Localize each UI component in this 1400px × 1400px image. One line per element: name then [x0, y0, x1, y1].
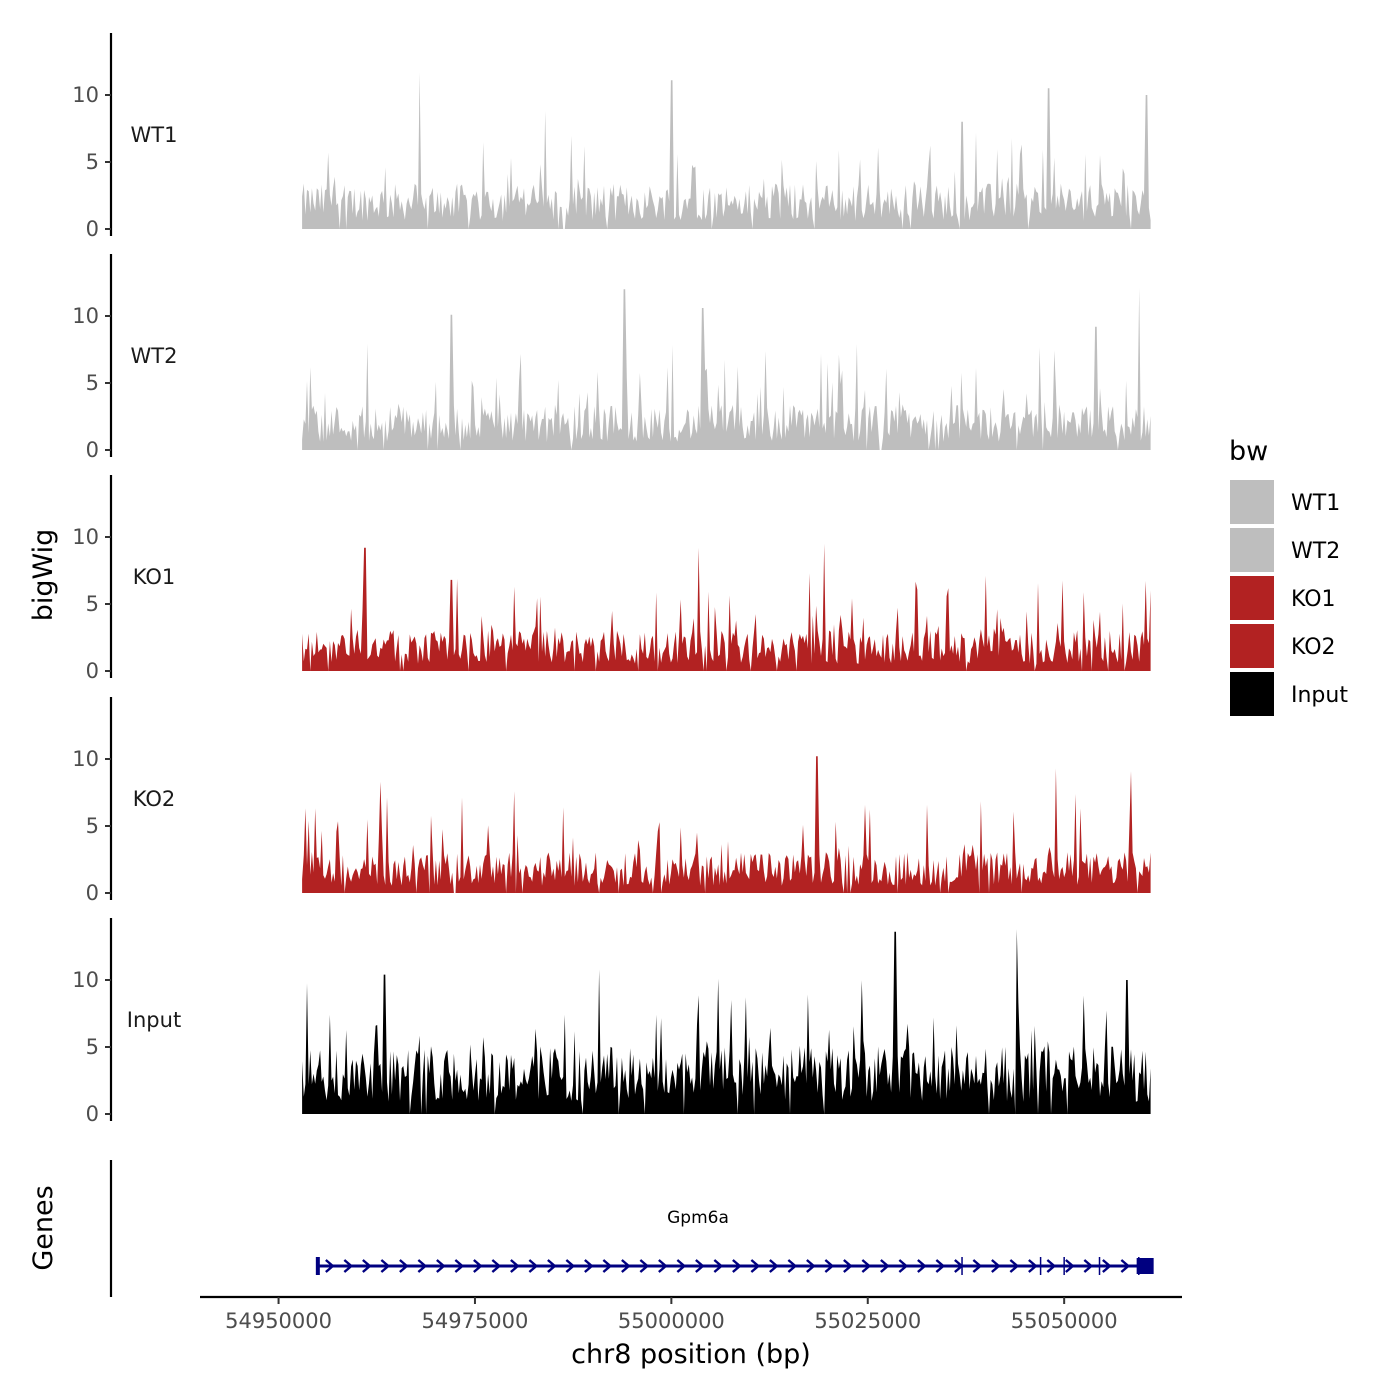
signal-area-wt1: [302, 72, 1151, 229]
strand-arrow: [695, 1259, 705, 1273]
legend-label-wt1: WT1: [1291, 491, 1340, 516]
strand-arrow: [399, 1259, 409, 1273]
strand-arrow: [639, 1259, 650, 1273]
exon-block: [1136, 1258, 1154, 1274]
strand-arrow: [528, 1259, 539, 1273]
x-tick-label: 54975000: [422, 1309, 529, 1333]
y-tick-label: 5: [86, 592, 99, 616]
legend-swatch-input: [1230, 672, 1274, 716]
track-label-ko1: KO1: [133, 565, 176, 589]
y-tick-label: 0: [86, 659, 99, 683]
strand-arrow: [843, 1259, 853, 1273]
x-tick-label: 55050000: [1011, 1309, 1118, 1333]
y-tick-label: 0: [86, 217, 99, 241]
track-ko1: 0 5 10 KO1: [72, 475, 1151, 683]
strand-arrow: [547, 1259, 557, 1273]
strand-arrow: [991, 1259, 1001, 1273]
strand-arrow: [880, 1259, 890, 1273]
strand-arrow: [325, 1259, 335, 1273]
strand-arrow: [658, 1259, 668, 1273]
strand-arrow: [362, 1259, 372, 1273]
strand-arrow: [417, 1259, 428, 1273]
strand-arrow: [824, 1259, 835, 1273]
track-label-input: Input: [127, 1008, 181, 1032]
legend-label-wt2: WT2: [1291, 539, 1340, 564]
strand-arrow: [343, 1259, 354, 1273]
strand-arrow: [454, 1259, 465, 1273]
legend-title: bw: [1229, 436, 1268, 467]
legend-label-ko2: KO2: [1291, 635, 1336, 660]
y-tick-label: 5: [86, 1035, 99, 1059]
legend: bw WT1 WT2 KO1 KO2 Input: [1229, 436, 1348, 716]
strand-arrow: [1065, 1259, 1075, 1273]
legend-swatch-wt1: [1230, 480, 1274, 524]
strand-arrow: [1009, 1259, 1020, 1273]
track-label-wt1: WT1: [131, 123, 178, 147]
strand-arrow: [972, 1259, 983, 1273]
strand-arrow: [787, 1259, 798, 1273]
strand-arrow: [436, 1259, 446, 1273]
legend-swatch-ko1: [1230, 576, 1274, 620]
y-axis-title: bigWig: [28, 529, 59, 622]
y-tick-label: 0: [86, 881, 99, 905]
track-label-wt2: WT2: [131, 344, 178, 368]
strand-arrow: [935, 1259, 946, 1273]
strand-arrow: [565, 1259, 576, 1273]
x-axis-title: chr8 position (bp): [571, 1339, 811, 1370]
gene-track: Genes Gpm6a: [28, 1160, 1154, 1297]
track-wt2: 0 5 10 WT2: [72, 254, 1151, 462]
signal-area-input: [302, 929, 1151, 1114]
strand-arrow: [473, 1259, 483, 1273]
strand-arrow: [750, 1259, 761, 1273]
genes-axis-title: Genes: [28, 1185, 59, 1270]
strand-arrow: [510, 1259, 520, 1273]
track-input: 0 5 10 Input: [72, 918, 1151, 1126]
track-wt1: 0 5 10 WT1: [72, 33, 1151, 241]
strand-arrow: [917, 1259, 927, 1273]
legend-label-ko1: KO1: [1291, 587, 1336, 612]
signal-area-ko1: [302, 543, 1151, 671]
strand-arrow: [1028, 1259, 1038, 1273]
gene-name-label: Gpm6a: [667, 1208, 729, 1228]
x-axis: 54950000 54975000 55000000 55025000 55050000…: [200, 1295, 1182, 1370]
y-tick-label: 10: [72, 747, 99, 771]
strand-arrow: [602, 1259, 613, 1273]
strand-arrow: [584, 1259, 594, 1273]
strand-arrow: [491, 1259, 502, 1273]
x-tick-label: 54950000: [225, 1309, 332, 1333]
y-tick-label: 10: [72, 968, 99, 992]
signal-area-ko2: [302, 756, 1151, 893]
y-tick-label: 0: [86, 438, 99, 462]
strand-arrow: [380, 1259, 391, 1273]
y-tick-label: 5: [86, 371, 99, 395]
y-tick-label: 5: [86, 150, 99, 174]
legend-swatch-wt2: [1230, 528, 1274, 572]
strand-arrow: [806, 1259, 816, 1273]
y-tick-label: 10: [72, 304, 99, 328]
strand-arrow: [1120, 1259, 1131, 1273]
strand-arrow: [769, 1259, 779, 1273]
track-label-ko2: KO2: [133, 787, 176, 811]
x-tick-label: 55000000: [618, 1309, 725, 1333]
strand-arrow: [713, 1259, 724, 1273]
strand-arrow: [621, 1259, 631, 1273]
strand-arrow: [898, 1259, 909, 1273]
y-tick-label: 5: [86, 814, 99, 838]
y-tick-label: 10: [72, 525, 99, 549]
legend-swatch-ko2: [1230, 624, 1274, 668]
strand-arrow: [861, 1259, 872, 1273]
y-tick-label: 0: [86, 1102, 99, 1126]
signal-area-wt2: [302, 287, 1151, 450]
strand-arrow: [676, 1259, 687, 1273]
strand-arrow: [1083, 1259, 1094, 1273]
x-tick-label: 55025000: [814, 1309, 921, 1333]
y-tick-label: 10: [72, 83, 99, 107]
track-ko2: 0 5 10 KO2: [72, 697, 1151, 905]
legend-label-input: Input: [1291, 683, 1348, 708]
strand-arrow: [1102, 1259, 1112, 1273]
strand-arrow: [732, 1259, 742, 1273]
strand-arrow: [1046, 1259, 1057, 1273]
